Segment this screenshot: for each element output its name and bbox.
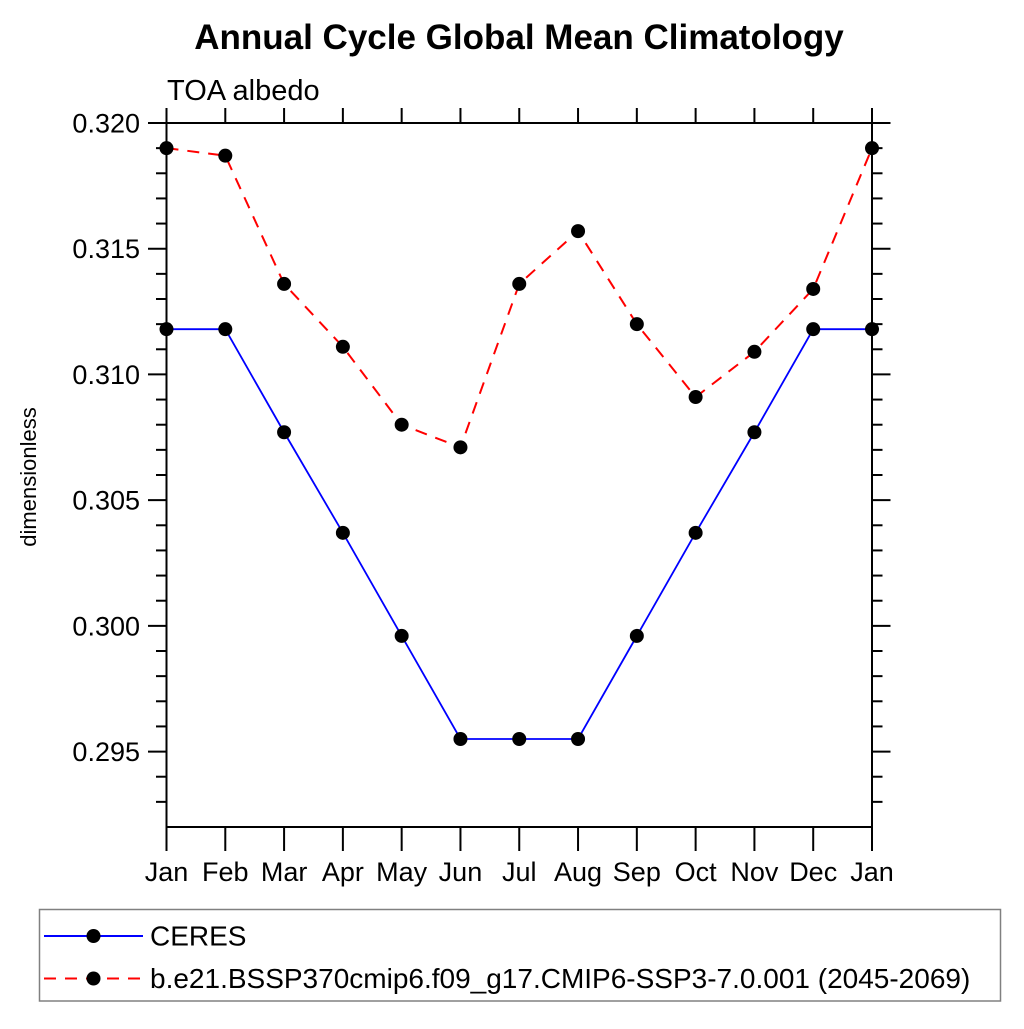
legend-box bbox=[38, 908, 1002, 1002]
x-tick-label: Apr bbox=[322, 857, 364, 887]
series-marker bbox=[453, 732, 468, 746]
legend-label-1: b.e21.BSSP370cmip6.f09_g17.CMIP6-SSP3-7.… bbox=[150, 963, 970, 994]
x-tick-label: May bbox=[376, 857, 428, 887]
series-marker bbox=[688, 525, 703, 540]
x-tick-label: Jan bbox=[145, 857, 189, 887]
series-marker bbox=[335, 339, 350, 354]
series-marker bbox=[806, 281, 821, 296]
legend-marker-1 bbox=[86, 971, 101, 986]
y-tick-label: 0.310 bbox=[72, 360, 140, 390]
series-marker bbox=[512, 276, 527, 291]
series-marker bbox=[394, 628, 409, 643]
chart-subtitle: TOA albedo bbox=[167, 75, 320, 107]
axis-minor-ticks bbox=[156, 147, 883, 803]
series-marker bbox=[159, 322, 174, 337]
series-marker bbox=[747, 344, 762, 359]
y-tick-label: 0.320 bbox=[72, 109, 140, 139]
y-axis-label: dimensionless bbox=[16, 407, 41, 546]
x-tick-label: Sep bbox=[613, 857, 661, 887]
data-series-markers bbox=[159, 141, 879, 746]
x-tick-label: Feb bbox=[202, 857, 249, 887]
x-tick-label: Dec bbox=[789, 857, 837, 887]
legend: CERES b.e21.BSSP370cmip6.f09_g17.CMIP6-SS… bbox=[38, 908, 1002, 1002]
legend-label-0: CERES bbox=[150, 921, 246, 952]
series-marker bbox=[688, 390, 703, 405]
y-tick-label: 0.300 bbox=[72, 611, 140, 641]
legend-marker-0 bbox=[86, 929, 101, 943]
x-tick-label: Jul bbox=[502, 857, 537, 887]
plot-frame bbox=[165, 122, 873, 828]
x-tick-label: Jan bbox=[850, 857, 894, 887]
series-marker bbox=[571, 224, 586, 239]
series-marker bbox=[571, 732, 586, 746]
x-tick-label: Mar bbox=[261, 857, 308, 887]
axis-tick-labels: 0.295 0.300 0.305 0.310 0.315 0.320 Jan Feb Mar A… bbox=[72, 109, 893, 888]
series-line-0 bbox=[166, 328, 872, 740]
series-marker bbox=[218, 322, 233, 337]
series-marker bbox=[218, 148, 233, 163]
series-marker bbox=[394, 417, 409, 432]
series-marker bbox=[629, 317, 644, 332]
series-marker bbox=[629, 628, 644, 643]
series-marker bbox=[512, 732, 527, 746]
series-marker bbox=[159, 141, 174, 156]
series-marker bbox=[865, 322, 879, 337]
x-tick-label: Oct bbox=[675, 857, 718, 887]
x-tick-label: Nov bbox=[730, 857, 779, 887]
chart-title: Annual Cycle Global Mean Climatology bbox=[194, 18, 844, 57]
series-marker bbox=[453, 440, 468, 455]
series-line-1 bbox=[166, 147, 873, 449]
series-marker bbox=[277, 425, 292, 440]
y-tick-label: 0.315 bbox=[72, 234, 140, 264]
x-tick-label: Aug bbox=[554, 857, 602, 887]
series-marker bbox=[747, 425, 762, 440]
y-tick-label: 0.295 bbox=[72, 737, 140, 767]
x-tick-label: Jun bbox=[439, 857, 483, 887]
series-marker bbox=[277, 276, 292, 291]
series-marker bbox=[335, 525, 350, 540]
y-tick-label: 0.305 bbox=[72, 486, 140, 516]
series-marker bbox=[806, 322, 821, 337]
axis-major-ticks bbox=[148, 108, 891, 851]
data-series-lines bbox=[166, 147, 873, 740]
series-marker bbox=[865, 141, 879, 156]
